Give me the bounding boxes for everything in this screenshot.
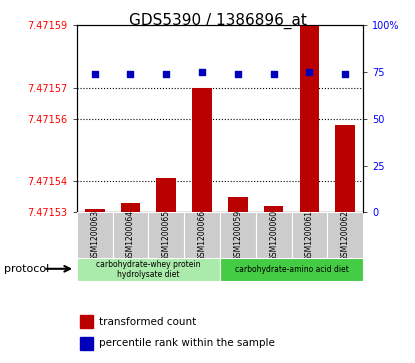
Text: percentile rank within the sample: percentile rank within the sample xyxy=(100,338,275,348)
Point xyxy=(270,71,277,77)
Bar xyxy=(121,203,140,212)
Point xyxy=(199,69,205,75)
Bar xyxy=(184,212,220,258)
Text: GSM1200061: GSM1200061 xyxy=(305,209,314,261)
Bar xyxy=(228,197,248,212)
Bar xyxy=(220,212,256,258)
Bar xyxy=(291,212,327,258)
Point xyxy=(91,71,98,77)
Bar xyxy=(300,25,319,212)
Bar xyxy=(77,212,112,258)
Text: carbohydrate-amino acid diet: carbohydrate-amino acid diet xyxy=(234,265,349,274)
Bar xyxy=(264,206,283,212)
Text: GDS5390 / 1386896_at: GDS5390 / 1386896_at xyxy=(129,13,307,29)
Bar xyxy=(149,212,184,258)
Bar xyxy=(256,212,291,258)
Point xyxy=(163,71,170,77)
Bar xyxy=(85,209,105,212)
Bar xyxy=(80,337,93,350)
Text: GSM1200064: GSM1200064 xyxy=(126,209,135,261)
Text: GSM1200060: GSM1200060 xyxy=(269,209,278,261)
Bar xyxy=(156,178,176,212)
Text: transformed count: transformed count xyxy=(100,317,197,327)
Bar xyxy=(112,212,149,258)
Point xyxy=(234,71,241,77)
Bar xyxy=(192,88,212,212)
Point xyxy=(306,69,313,75)
Point xyxy=(127,71,134,77)
Text: GSM1200062: GSM1200062 xyxy=(341,209,350,261)
Text: GSM1200065: GSM1200065 xyxy=(162,209,171,261)
Text: GSM1200066: GSM1200066 xyxy=(198,209,207,261)
Text: GSM1200063: GSM1200063 xyxy=(90,209,99,261)
Bar xyxy=(80,315,93,329)
Bar xyxy=(327,212,363,258)
Bar xyxy=(77,258,220,281)
Bar xyxy=(220,258,363,281)
Point xyxy=(342,71,349,77)
Text: protocol: protocol xyxy=(4,264,49,274)
Text: carbohydrate-whey protein
hydrolysate diet: carbohydrate-whey protein hydrolysate di… xyxy=(96,260,200,279)
Text: GSM1200059: GSM1200059 xyxy=(233,209,242,261)
Bar xyxy=(335,125,355,212)
